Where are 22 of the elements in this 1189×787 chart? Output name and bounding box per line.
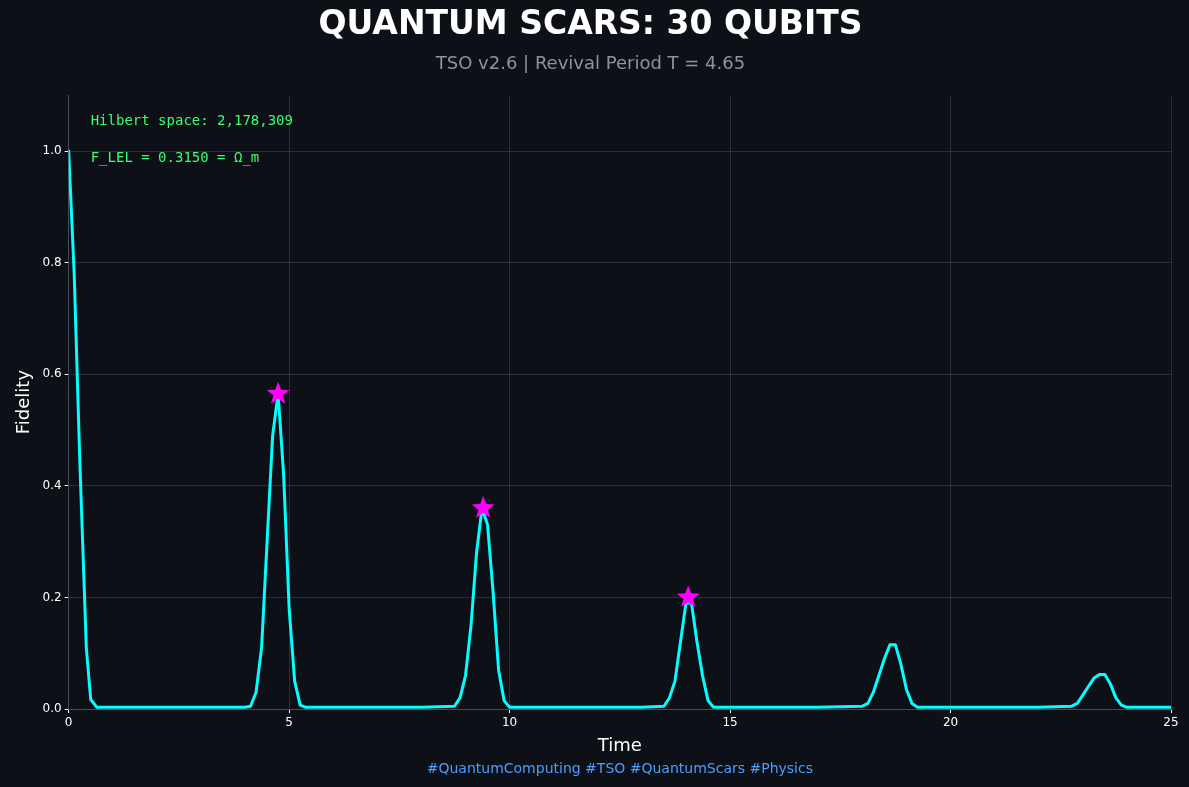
x-axis-title: Time: [596, 733, 642, 755]
x-tick-label: 25: [1163, 715, 1179, 730]
point: [266, 381, 290, 404]
text: #QuantumComputing #TSO #QuantumScars #Physics: [426, 759, 813, 776]
point: [676, 585, 700, 608]
y-axis-title: Fidelity: [12, 369, 34, 435]
annotation: Hilbert space: 2,178,309: [90, 111, 293, 128]
y-tick-label: 1.0: [42, 143, 62, 158]
annotation: F_LEL = 0.3150 = Ω_m: [90, 148, 260, 166]
x-tick-label: 20: [942, 715, 959, 730]
point: [471, 496, 495, 518]
y-tick-label: 0.0: [42, 701, 62, 716]
x-tick-label: 0: [64, 715, 73, 730]
chart-title: QUANTUM SCARS: 30 QUBITS: [318, 3, 863, 43]
x-tick-label: 15: [722, 715, 738, 730]
y-tick-label: 0.6: [42, 366, 62, 381]
y-tick-label: 0.4: [42, 477, 62, 492]
chart-subtitle: TSO v2.6 | Revival Period T = 4.65: [434, 52, 746, 74]
x-tick-label: 5: [285, 715, 293, 730]
y-tick-label: 0.8: [42, 254, 62, 269]
x-tick-label: 10: [501, 715, 518, 730]
y-tick-label: 0.2: [42, 589, 62, 604]
